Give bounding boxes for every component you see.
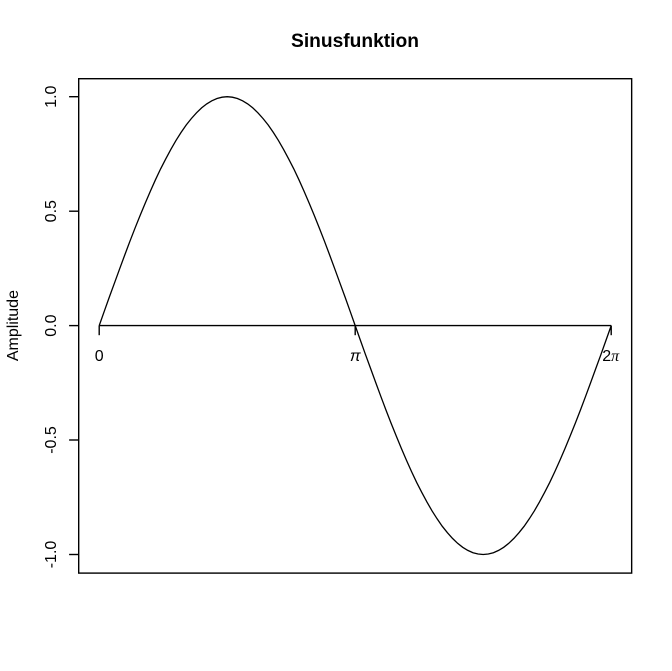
svg-text:π: π (350, 348, 361, 365)
svg-text:2π: 2π (602, 348, 620, 365)
svg-text:0.5: 0.5 (43, 200, 60, 222)
svg-text:0: 0 (95, 348, 104, 365)
svg-text:Sinusfunktion: Sinusfunktion (291, 31, 419, 52)
svg-text:Amplitude: Amplitude (5, 290, 22, 361)
svg-text:-0.5: -0.5 (43, 426, 60, 454)
svg-text:1.0: 1.0 (43, 85, 60, 107)
svg-text:-1.0: -1.0 (43, 541, 60, 569)
svg-text:0.0: 0.0 (43, 314, 60, 336)
